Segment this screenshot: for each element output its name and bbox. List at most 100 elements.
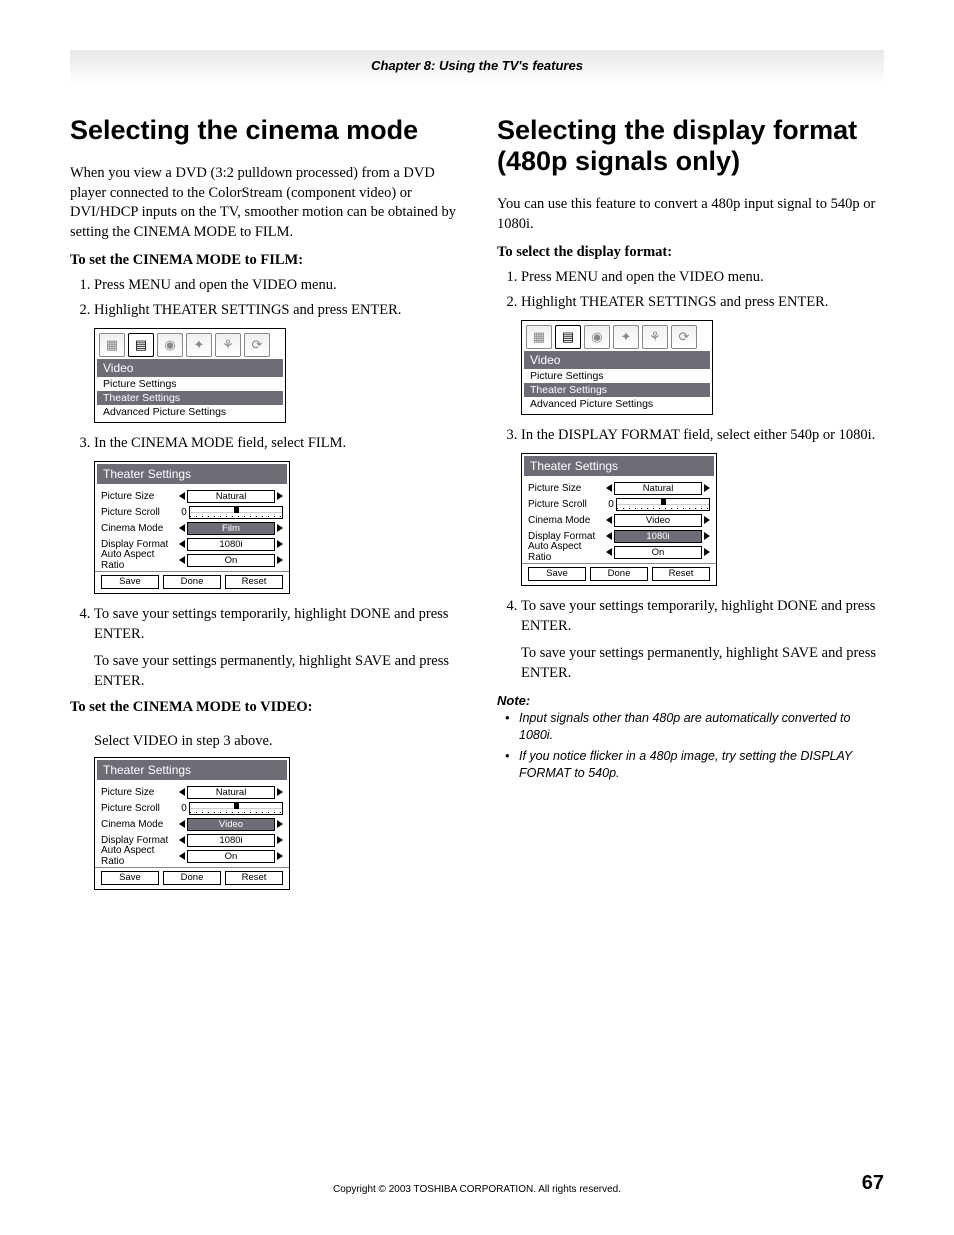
intro-paragraph: When you view a DVD (3:2 pulldown proces… xyxy=(70,164,457,242)
osd-tab-icon: ▤ xyxy=(128,333,154,357)
osd-slider xyxy=(189,802,283,815)
osd-button-row: Save Done Reset xyxy=(95,571,289,589)
step-text: Select VIDEO in step 3 above. xyxy=(94,731,457,751)
osd-row-auto-aspect: Auto Aspect Ratio On xyxy=(95,848,289,864)
osd-done-button: Done xyxy=(590,567,648,581)
osd-tab-icon: ⚘ xyxy=(215,333,241,357)
left-arrow-icon xyxy=(179,556,185,564)
osd-tab-icons: ▦ ▤ ◉ ✦ ⚘ ⟳ xyxy=(95,329,285,359)
osd-value: Natural xyxy=(187,490,275,503)
osd-row-label: Display Format xyxy=(528,531,606,542)
osd-row-picture-scroll: Picture Scroll 0 xyxy=(95,504,289,520)
step: Press MENU and open the VIDEO menu. xyxy=(94,275,457,295)
osd-row-label: Picture Scroll xyxy=(101,507,179,518)
osd-row-label: Picture Scroll xyxy=(101,803,179,814)
osd-reset-button: Reset xyxy=(652,567,710,581)
osd-row-label: Cinema Mode xyxy=(101,523,179,534)
osd-tab-icon: ◉ xyxy=(157,333,183,357)
osd-tab-icon: ◉ xyxy=(584,325,610,349)
osd-value: On xyxy=(187,850,275,863)
osd-panel-title: Theater Settings xyxy=(524,456,714,476)
right-column: Selecting the display format (480p signa… xyxy=(497,115,884,900)
left-arrow-icon xyxy=(179,852,185,860)
two-column-layout: Selecting the cinema mode When you view … xyxy=(70,115,884,900)
left-arrow-icon xyxy=(179,788,185,796)
osd-tab-icon: ⚘ xyxy=(642,325,668,349)
osd-row-picture-size: Picture Size Natural xyxy=(95,488,289,504)
right-arrow-icon xyxy=(704,532,710,540)
osd-row-picture-scroll: Picture Scroll 0 xyxy=(95,800,289,816)
osd-save-button: Save xyxy=(101,871,159,885)
osd-row-label: Display Format xyxy=(101,539,179,550)
slider-thumb-icon xyxy=(234,506,239,513)
osd-zero: 0 xyxy=(606,499,616,510)
left-arrow-icon xyxy=(606,516,612,524)
right-arrow-icon xyxy=(277,556,283,564)
right-arrow-icon xyxy=(277,524,283,532)
osd-row-label: Display Format xyxy=(101,835,179,846)
note-item: If you notice flicker in a 480p image, t… xyxy=(511,748,884,782)
osd-row-label: Cinema Mode xyxy=(101,819,179,830)
left-arrow-icon xyxy=(606,532,612,540)
step: In the DISPLAY FORMAT field, select eith… xyxy=(521,425,884,445)
osd-row-picture-size: Picture Size Natural xyxy=(95,784,289,800)
osd-save-button: Save xyxy=(101,575,159,589)
step: To save your settings temporarily, highl… xyxy=(94,604,457,691)
step-text: To save your settings permanently, highl… xyxy=(521,645,876,681)
osd-tab-icon: ⟳ xyxy=(244,333,270,357)
osd-save-button: Save xyxy=(528,567,586,581)
step: Highlight THEATER SETTINGS and press ENT… xyxy=(94,300,457,320)
osd-row-label: Picture Size xyxy=(528,483,606,494)
osd-button-row: Save Done Reset xyxy=(522,563,716,581)
osd-row-auto-aspect: Auto Aspect Ratio On xyxy=(522,544,716,560)
osd-value: Film xyxy=(187,522,275,535)
left-arrow-icon xyxy=(606,484,612,492)
osd-value: Natural xyxy=(187,786,275,799)
osd-row-label: Picture Size xyxy=(101,491,179,502)
chapter-header: Chapter 8: Using the TV's features xyxy=(70,50,884,85)
page-number: 67 xyxy=(844,1172,884,1195)
osd-tab-icon: ▦ xyxy=(99,333,125,357)
osd-tab-icon: ✦ xyxy=(613,325,639,349)
osd-row-label: Auto Aspect Ratio xyxy=(101,845,179,867)
osd-done-button: Done xyxy=(163,871,221,885)
osd-row-label: Picture Size xyxy=(101,787,179,798)
right-arrow-icon xyxy=(277,540,283,548)
manual-page: Chapter 8: Using the TV's features Selec… xyxy=(0,0,954,1235)
osd-theater-settings: Theater Settings Picture Size Natural Pi… xyxy=(521,453,717,586)
left-arrow-icon xyxy=(179,524,185,532)
osd-value: On xyxy=(187,554,275,567)
note-list: Input signals other than 480p are automa… xyxy=(497,710,884,782)
left-arrow-icon xyxy=(179,820,185,828)
osd-menu-item: Picture Settings xyxy=(97,377,283,391)
osd-theater-settings: Theater Settings Picture Size Natural Pi… xyxy=(94,461,290,594)
osd-value: Video xyxy=(614,514,702,527)
osd-row-label: Auto Aspect Ratio xyxy=(101,549,179,571)
osd-row-label: Auto Aspect Ratio xyxy=(528,541,606,563)
osd-tab-icon: ▤ xyxy=(555,325,581,349)
osd-row-cinema-mode: Cinema Mode Film xyxy=(95,520,289,536)
osd-menu-title: Video xyxy=(524,351,710,369)
step: To save your settings temporarily, highl… xyxy=(521,596,884,683)
right-arrow-icon xyxy=(277,788,283,796)
procedure-steps: Press MENU and open the VIDEO menu. High… xyxy=(497,267,884,312)
procedure-steps: To save your settings temporarily, highl… xyxy=(497,596,884,683)
osd-menu-item: Theater Settings xyxy=(524,383,710,397)
right-arrow-icon xyxy=(704,548,710,556)
osd-slider xyxy=(616,498,710,511)
osd-row-picture-scroll: Picture Scroll 0 xyxy=(522,496,716,512)
slider-thumb-icon xyxy=(234,802,239,809)
osd-reset-button: Reset xyxy=(225,575,283,589)
left-arrow-icon xyxy=(179,540,185,548)
osd-row-cinema-mode: Cinema Mode Video xyxy=(522,512,716,528)
slider-thumb-icon xyxy=(661,498,666,505)
osd-tab-icon: ✦ xyxy=(186,333,212,357)
osd-menu-item: Theater Settings xyxy=(97,391,283,405)
osd-panel-title: Theater Settings xyxy=(97,464,287,484)
note-item: Input signals other than 480p are automa… xyxy=(511,710,884,744)
osd-row-cinema-mode: Cinema Mode Video xyxy=(95,816,289,832)
osd-row-label: Picture Scroll xyxy=(528,499,606,510)
osd-value: Video xyxy=(187,818,275,831)
osd-button-row: Save Done Reset xyxy=(95,867,289,885)
right-arrow-icon xyxy=(277,852,283,860)
